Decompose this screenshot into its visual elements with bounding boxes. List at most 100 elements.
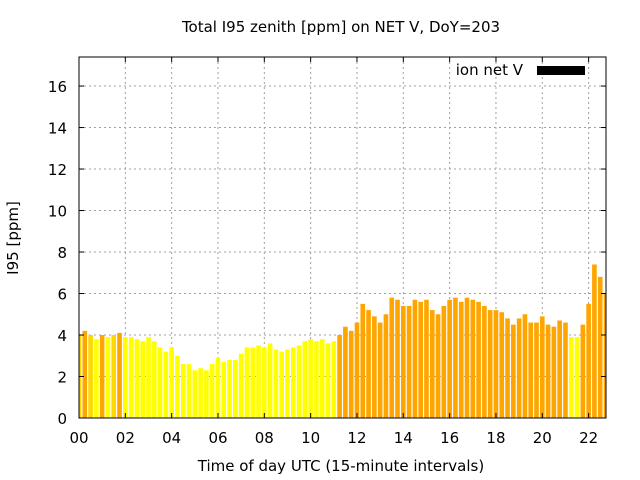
legend-swatch [537,66,585,75]
bar [343,326,348,418]
bar [586,303,591,418]
bar [337,335,342,418]
bar [447,299,452,418]
bar [88,335,93,418]
x-tick-label: 04 [162,429,181,447]
bar [545,324,551,418]
bar [441,305,447,418]
bar [372,316,377,418]
bar [319,339,325,418]
bar [215,357,221,418]
bar [539,316,545,418]
bar [354,322,360,418]
bar [412,299,418,418]
y-tick-label: 2 [57,369,67,387]
bar [175,355,180,418]
chart-title: Total I95 zenith [ppm] on NET V, DoY=203 [181,18,500,36]
y-tick-label: 10 [48,203,67,221]
bar [128,337,134,418]
bar [140,341,146,418]
bar [528,322,534,418]
bar [169,347,174,418]
bar [435,314,441,418]
bar [209,364,215,418]
bar [395,299,400,418]
bar [377,322,383,418]
bar [123,337,128,418]
bar [476,301,481,418]
bar [111,335,117,418]
bar [580,324,586,418]
bar [302,341,308,418]
bars [79,264,606,418]
bar [348,330,354,418]
bar [285,349,290,418]
bar [429,310,435,418]
bar [493,310,499,418]
bar [522,314,528,418]
x-tick-label: 10 [301,429,320,447]
y-tick-label: 0 [57,410,67,428]
bar [511,324,516,418]
bar [186,364,192,418]
bar [360,303,366,418]
bar [204,370,209,418]
bar [117,332,122,418]
bar [597,276,603,418]
bar [94,339,99,418]
y-tick-label: 6 [57,286,67,304]
bar [134,339,140,418]
bar [505,318,510,418]
x-tick-label: 12 [347,429,366,447]
bar [458,301,464,418]
y-axis-label: I95 [ppm] [4,201,22,275]
bar [233,359,238,418]
bar [331,341,337,418]
bar [105,337,111,418]
bar [146,337,151,418]
bar [157,347,163,418]
bar [180,364,186,418]
bar [534,322,539,418]
x-tick-label: 22 [579,429,598,447]
y-tick-label: 14 [48,120,67,138]
bar [487,310,493,418]
bar [592,264,597,418]
x-tick-label: 00 [69,429,88,447]
bar [453,297,458,418]
legend: ion net V [456,61,585,79]
bar [482,305,487,418]
bar [273,349,279,418]
x-tick-label: 20 [533,429,552,447]
x-tick-label: 02 [116,429,135,447]
bar [99,335,105,418]
bar [314,341,319,418]
bar [563,322,568,418]
bar [464,297,470,418]
bar [568,337,574,418]
bar [262,347,267,418]
bar [603,293,606,418]
bar [308,339,313,418]
y-tick-label: 4 [57,327,67,345]
bar [279,351,285,418]
x-tick-label: 18 [486,429,505,447]
bar [325,343,331,418]
x-tick-label: 06 [208,429,227,447]
bar [551,326,557,418]
bar [557,320,562,418]
bar [250,347,256,418]
bar [574,337,580,418]
y-tick-label: 8 [57,244,67,262]
legend-label: ion net V [456,61,524,79]
bar [499,312,505,418]
bar [516,318,522,418]
bar [424,299,429,418]
bar [418,301,423,418]
x-tick-label: 16 [440,429,459,447]
plot-frame [78,56,607,419]
bar [383,314,389,418]
bar [400,305,406,418]
